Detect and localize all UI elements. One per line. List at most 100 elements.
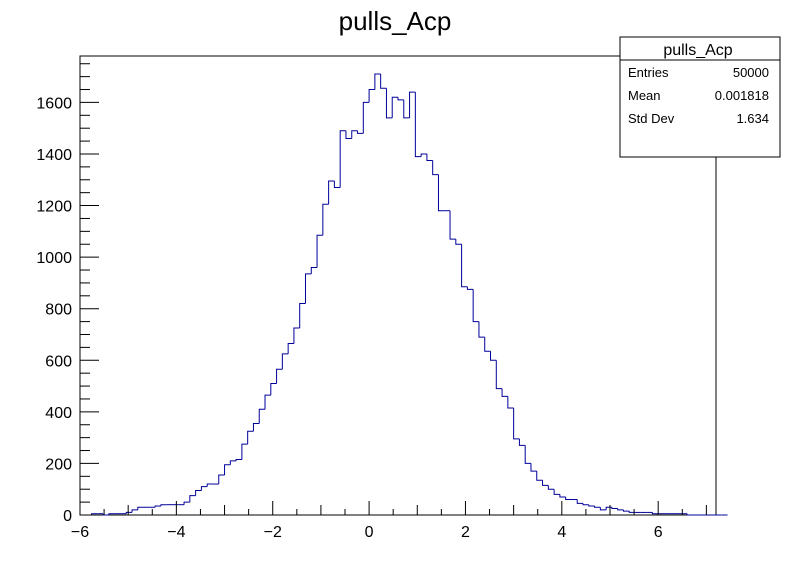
histogram-bin [622,509,630,512]
histogram-bin [339,130,346,188]
histogram-bin [125,511,133,514]
histogram-bin [588,504,595,507]
histogram-bin [351,130,358,139]
histogram-bin [524,445,531,464]
histogram-bin [264,394,271,410]
histogram-bin [559,494,566,498]
histogram-bin [252,422,260,432]
histogram-bin [420,153,427,157]
x-tick-label: −6 [71,524,89,541]
histogram-bin [437,174,445,212]
histogram-bin [200,486,208,491]
histogram-bin [316,234,323,268]
histogram-bin [183,501,190,505]
histogram-bin [530,463,537,472]
x-tick-label: 4 [557,524,566,541]
histogram-bin [472,289,479,323]
histogram-bin [357,130,364,134]
histogram-bin [391,96,398,118]
histogram-bin [553,489,560,495]
histogram-bin [576,499,584,504]
stats-mean-value: 0.001818 [715,88,769,103]
y-tick-label: 1200 [36,199,72,216]
histogram-bin [403,99,410,119]
histogram-bin [490,351,497,361]
x-tick-label: −4 [167,524,185,541]
histogram-bin [304,273,312,304]
histogram-bin [495,360,503,390]
histogram-bin [374,73,381,90]
histogram-bin [565,496,572,501]
x-tick-label: 0 [365,524,374,541]
histogram-bin [206,483,213,487]
histogram-bin [518,438,526,446]
histogram-bin [362,101,370,134]
histogram-bin [455,239,462,245]
y-tick-label: 1400 [36,147,72,164]
histogram-bin [281,353,289,370]
stats-entries-label: Entries [628,65,669,80]
histogram-bin [270,382,277,396]
histogram-bin [501,388,508,397]
histogram-bin [276,368,283,384]
histogram-bin [611,507,618,510]
histogram-bin [229,460,237,465]
histogram-bin [218,474,225,485]
histogram-bin [397,97,404,101]
x-tick-label: 6 [654,524,663,541]
histogram-bin [466,286,474,290]
histogram-bin [617,508,624,511]
histogram-bin [449,210,456,240]
histogram-bin [426,153,433,161]
histogram-bin [507,396,514,409]
histogram-bin [160,504,167,506]
histogram-bin [137,506,144,510]
histogram-bin [224,464,231,476]
x-tick-label: 2 [461,524,470,541]
histogram-bin [195,490,202,496]
histogram-bin [409,91,416,118]
histogram-bin [484,337,491,352]
stats-entries-value: 50000 [733,65,769,80]
histogram-bin [328,180,335,205]
histogram-bin [432,160,439,176]
histogram-bin [605,506,612,510]
chart-title: pulls_Acp [339,6,452,36]
y-tick-label: 0 [63,508,72,525]
histogram-bin [333,181,341,189]
histogram-bin [131,509,138,513]
y-tick-label: 1600 [36,95,72,112]
histogram-bin [380,74,387,89]
x-tick-label: −2 [264,524,282,541]
histogram-bin [322,203,329,236]
histogram-bin [461,244,468,288]
y-tick-label: 800 [45,302,72,319]
histogram-bin [247,430,254,445]
histogram-bin [299,303,306,329]
histogram-bin [189,495,196,503]
y-tick-label: 400 [45,405,72,422]
histogram-bin [628,511,636,513]
stats-stddev-value: 1.634 [736,111,769,126]
histogram-bin [542,480,549,486]
stats-box: pulls_Acp Entries 50000 Mean 0.001818 St… [619,36,781,158]
y-tick-label: 600 [45,353,72,370]
histogram-bin [414,92,422,158]
y-tick-label: 200 [45,456,72,473]
histogram-bin [258,408,266,424]
y-tick-label: 1000 [36,250,72,267]
histogram-bin [235,459,242,461]
stats-stddev-label: Std Dev [628,111,675,126]
stats-box-title: pulls_Acp [663,42,732,59]
histogram-bin [154,505,161,508]
histogram-bin [651,512,659,515]
histogram-bin [686,513,693,516]
histogram-bin [478,321,485,338]
histogram-bin [293,327,300,344]
histogram-bin [287,343,294,354]
histogram-bin [385,88,393,119]
plot-frame [79,55,717,516]
histogram-bin [547,485,555,490]
